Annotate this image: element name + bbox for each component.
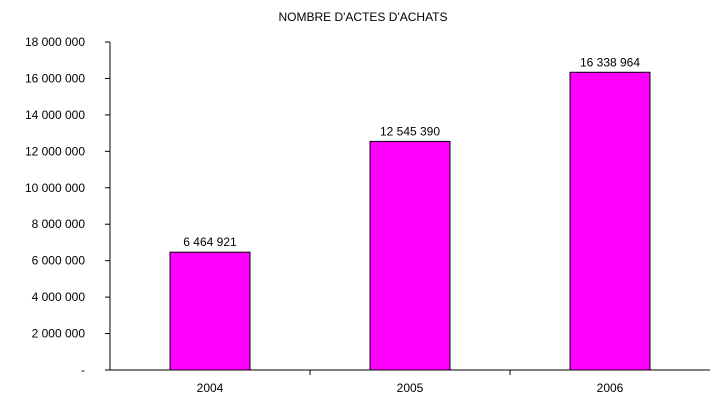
- x-tick-label-2004: 2004: [197, 381, 224, 395]
- y-tick-label: 10 000 000: [25, 181, 85, 195]
- x-axis: 2004 2005 2006: [110, 369, 710, 395]
- y-tick-label: 2 000 000: [32, 327, 86, 341]
- y-tick-label: 12 000 000: [25, 144, 85, 158]
- y-tick-label: 8 000 000: [32, 217, 86, 231]
- x-tick-label-2005: 2005: [397, 381, 424, 395]
- y-tick-label: 14 000 000: [25, 108, 85, 122]
- y-tick-label: -: [81, 363, 85, 377]
- data-label-2005: 12 545 390: [380, 124, 440, 138]
- y-axis: - 2 000 000 4 000 000 6 000 000 8 000 000 10 …: [25, 35, 111, 377]
- bars: [169, 71, 651, 371]
- y-tick-label: 4 000 000: [32, 290, 86, 304]
- bar-2004: [169, 251, 251, 371]
- bar-2005: [369, 140, 451, 371]
- y-tick-label: 6 000 000: [32, 254, 86, 268]
- x-tick-label-2006: 2006: [597, 381, 624, 395]
- bar-2006: [569, 71, 651, 371]
- data-label-2006: 16 338 964: [580, 55, 640, 69]
- chart-title: NOMBRE D'ACTES D'ACHATS: [278, 10, 447, 24]
- y-tick-label: 18 000 000: [25, 35, 85, 49]
- y-tick-label: 16 000 000: [25, 71, 85, 85]
- data-labels: 6 464 921 12 545 390 16 338 964: [183, 55, 640, 249]
- data-label-2004: 6 464 921: [183, 235, 237, 249]
